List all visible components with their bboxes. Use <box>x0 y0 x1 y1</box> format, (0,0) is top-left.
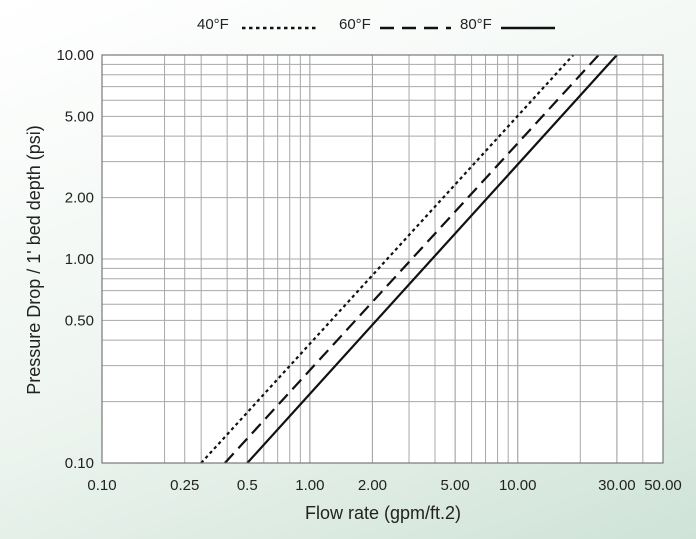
x-tick-label: 5.00 <box>441 477 470 494</box>
y-tick-label: 10.00 <box>56 47 94 64</box>
legend: 40°F 60°F 80°F <box>197 16 555 33</box>
x-tick-label: 0.10 <box>87 477 116 494</box>
x-tick-label: 30.00 <box>598 477 636 494</box>
y-axis-title: Pressure Drop / 1' bed depth (psi) <box>24 125 44 395</box>
series-line-solid <box>246 54 618 464</box>
legend-label: 60°F <box>339 16 371 33</box>
x-tick-label: 0.25 <box>170 477 199 494</box>
y-tick-label: 2.00 <box>65 190 94 207</box>
legend-label: 80°F <box>460 16 492 33</box>
legend-label: 40°F <box>197 16 229 33</box>
series-line-dotted <box>200 54 575 464</box>
x-tick-label: 1.00 <box>295 477 324 494</box>
x-tick-label: 10.00 <box>499 477 537 494</box>
y-tick-label: 0.10 <box>65 455 94 472</box>
x-tick-label: 0.5 <box>237 477 258 494</box>
x-axis-title: Flow rate (gpm/ft.2) <box>305 503 461 523</box>
y-tick-label: 5.00 <box>65 108 94 125</box>
x-tick-label: 2.00 <box>358 477 387 494</box>
series-line-dashed <box>224 54 600 464</box>
x-tick-label: 50.00 <box>644 477 682 494</box>
y-tick-label: 0.50 <box>65 312 94 329</box>
y-tick-label: 1.00 <box>65 251 94 268</box>
plot-frame <box>101 54 664 464</box>
